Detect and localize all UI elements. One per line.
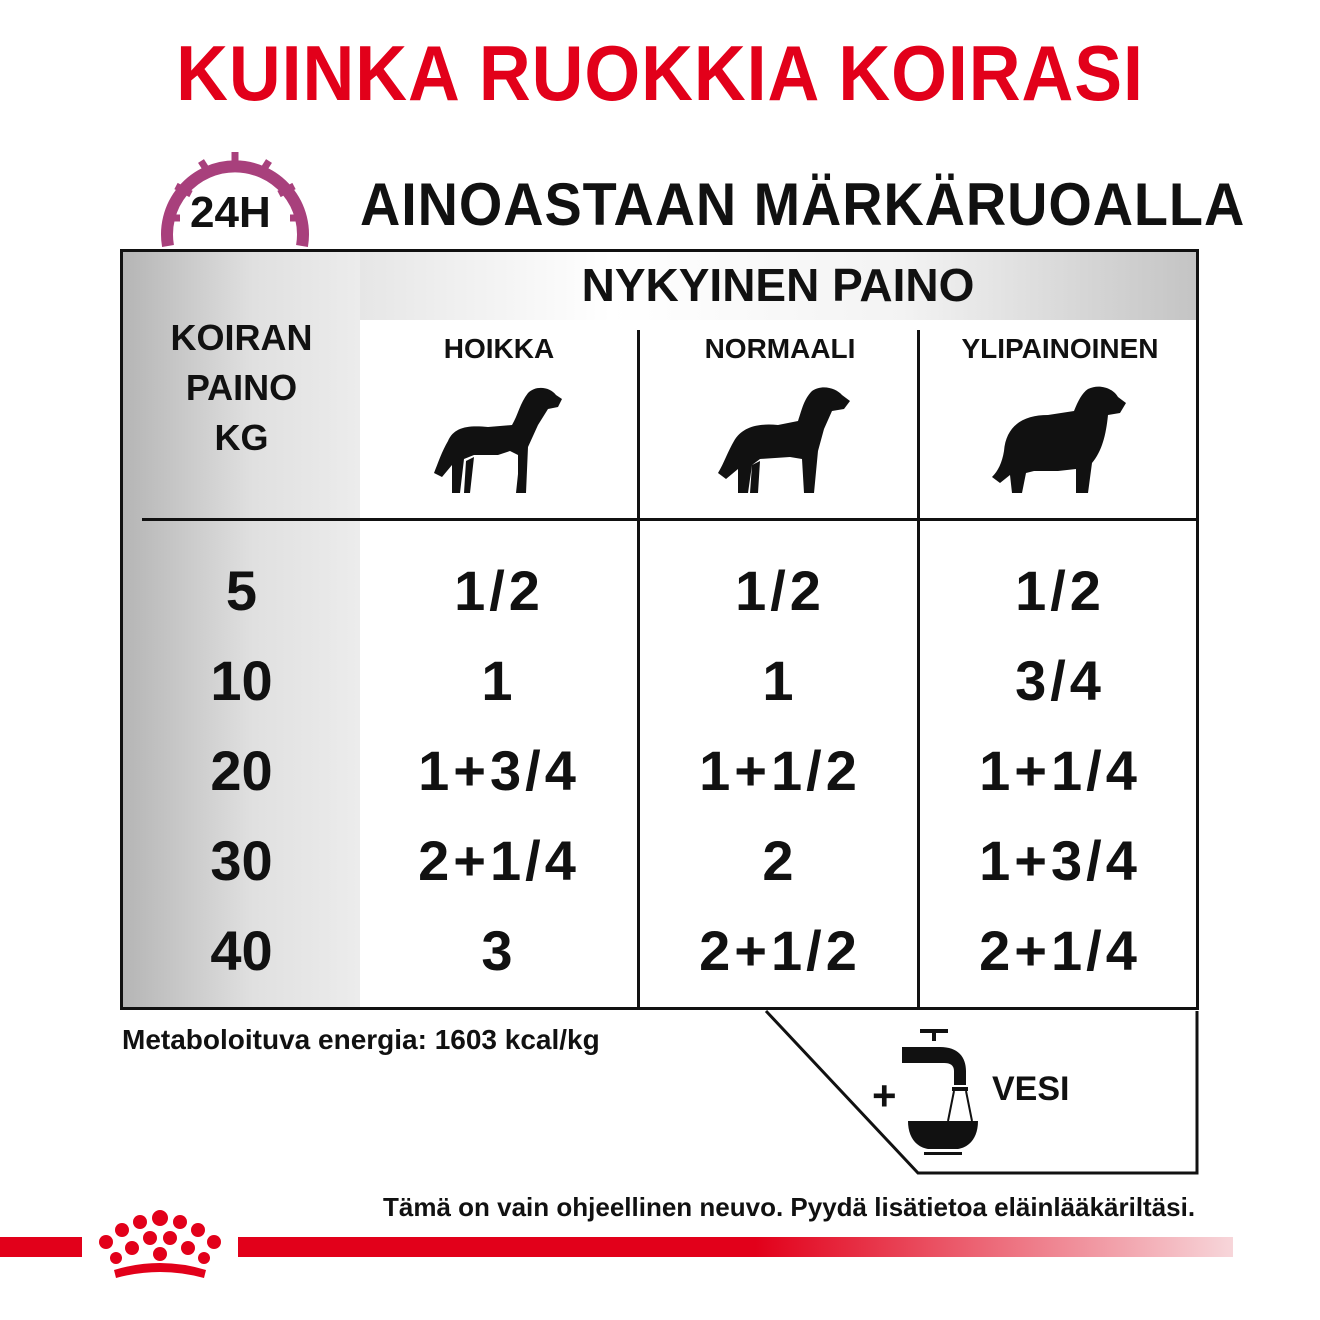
portion-cell: 1+1/4	[979, 739, 1141, 802]
plus-sign: +	[872, 1072, 897, 1119]
overweight-dog-icon	[992, 386, 1126, 493]
table-header: NYKYINEN PAINO	[581, 259, 975, 311]
portion-cell: 2+1/2	[699, 919, 861, 982]
column-divider	[637, 330, 640, 1007]
clock-24h-icon	[161, 152, 309, 248]
portion-cell: 3/4	[1015, 649, 1105, 712]
portion-cell: 2	[762, 829, 798, 892]
clock-label: 24H	[190, 188, 271, 237]
portion-cell: 1/2	[454, 559, 544, 622]
row-header: KOIRAN PAINO KG	[123, 313, 360, 463]
tap-bowl-icon	[902, 1029, 978, 1155]
column-divider	[917, 330, 920, 1007]
portion-cell: 1/2	[1015, 559, 1105, 622]
normal-dog-icon	[718, 387, 850, 493]
portion-cell: 3	[481, 919, 517, 982]
brand-bar-left	[0, 1237, 82, 1257]
subtitle: AINOASTAAN MÄRKÄRUOALLA	[360, 171, 1246, 238]
weight-cell: 20	[210, 739, 273, 802]
water-box	[764, 1009, 1199, 1175]
header-band	[360, 252, 1196, 320]
column-header-hoikka: HOIKKA	[443, 333, 555, 364]
row-header-line: PAINO	[185, 367, 298, 408]
column-header-normaali: NORMAALI	[704, 333, 856, 364]
weight-cell: 40	[210, 919, 273, 982]
column-header-ylipainoinen: YLIPAINOINEN	[961, 333, 1159, 364]
water-label: VESI	[992, 1070, 1070, 1108]
row-header-line: KG	[214, 417, 269, 458]
portion-cell: 1/2	[735, 559, 825, 622]
brand-bar-right	[238, 1237, 1233, 1257]
portion-cell: 1+3/4	[418, 739, 580, 802]
thin-dog-icon	[434, 387, 562, 493]
portion-cell: 2+1/4	[979, 919, 1141, 982]
portion-cell: 1+1/2	[699, 739, 861, 802]
portion-cell: 1+3/4	[979, 829, 1141, 892]
portion-cell: 1	[762, 649, 798, 712]
page-title: KUINKA RUOKKIA KOIRASI	[176, 29, 1144, 117]
portion-cell: 1	[481, 649, 517, 712]
row-header-line: KOIRAN	[170, 317, 313, 358]
portion-cell: 2+1/4	[418, 829, 580, 892]
weight-cell: 5	[225, 559, 258, 622]
disclaimer-note: Tämä on vain ohjeellinen neuvo. Pyydä li…	[383, 1192, 1196, 1222]
weight-cell: 10	[210, 649, 273, 712]
weight-cell: 30	[210, 829, 273, 892]
royal-canin-crown-logo	[99, 1210, 221, 1278]
energy-text: Metaboloituva energia: 1603 kcal/kg	[122, 1024, 600, 1055]
header-divider	[142, 518, 1196, 521]
weight-column-bg	[123, 252, 360, 1007]
